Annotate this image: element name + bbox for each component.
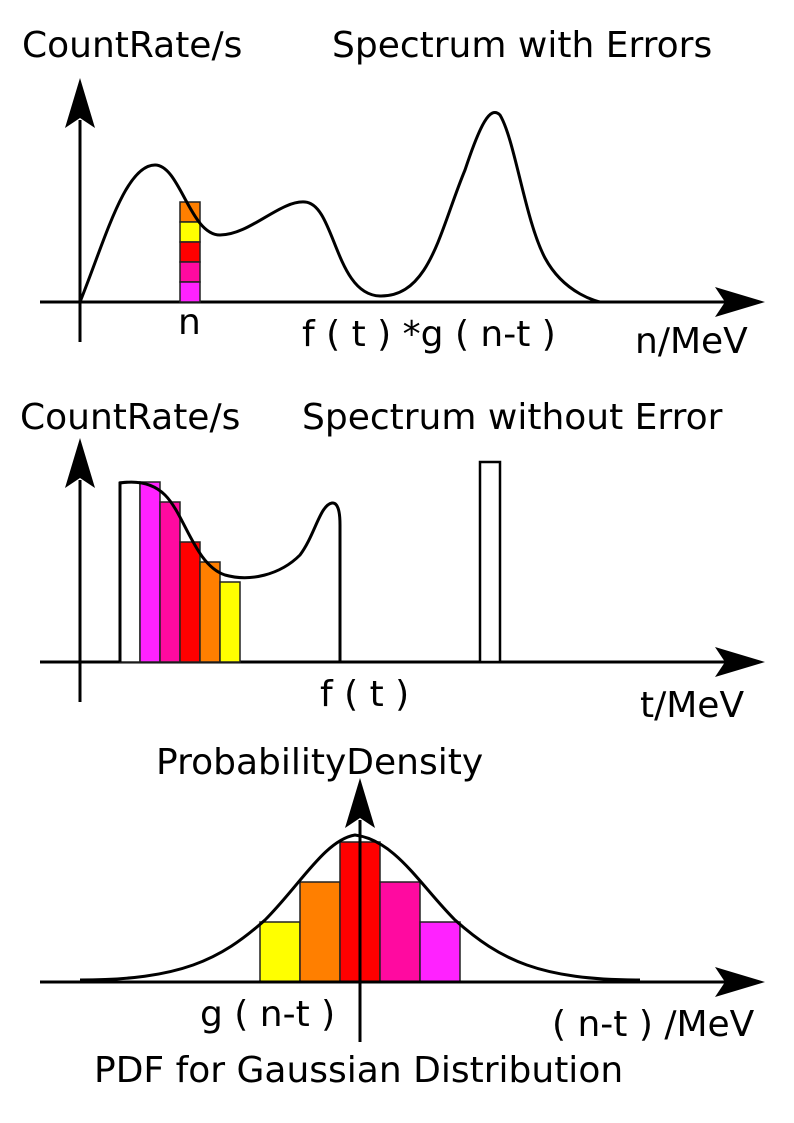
top-y-axis-label: CountRate/s [22, 25, 242, 66]
bottom-y-axis-arrow [345, 778, 375, 828]
middle-continuum-curve [118, 480, 342, 662]
top-y-axis-arrow [65, 78, 95, 128]
top-bin-magenta [179, 281, 201, 303]
panel-spectrum-with-errors: CountRate/s Spectrum with Errors n f ( t… [22, 25, 765, 362]
panel-gaussian-pdf: ProbabilityDensity g ( n-t ) ( n-t ) /Me… [40, 742, 765, 1091]
bottom-y-axis-label: ProbabilityDensity [156, 742, 483, 783]
bottom-bar-orange [299, 881, 341, 983]
middle-bar-white [119, 481, 141, 663]
middle-x-axis-label: t/MeV [640, 685, 744, 726]
top-x-axis-arrow [715, 287, 765, 317]
middle-y-axis-arrow [65, 438, 95, 488]
middle-x-axis-arrow [715, 647, 765, 677]
bottom-bar-pink [379, 881, 421, 983]
middle-bar-red [179, 541, 201, 663]
bottom-gaussian-curve [79, 833, 641, 982]
middle-bar-magenta [139, 481, 161, 663]
middle-histogram [119, 481, 241, 663]
panel-spectrum-without-error: CountRate/s Spectrum without Error f ( t… [20, 397, 765, 726]
middle-y-axis-label: CountRate/s [20, 397, 240, 438]
bottom-bar-magenta [419, 921, 461, 983]
bottom-bar-yellow [259, 921, 301, 983]
middle-bar-yellow [219, 581, 241, 663]
bottom-formula: g ( n-t ) [200, 994, 335, 1035]
bottom-histogram [259, 841, 461, 983]
bottom-x-axis-label: ( n-t ) /MeV [552, 1004, 755, 1045]
top-formula: f ( t ) *g ( n-t ) [302, 314, 556, 355]
top-bin-label: n [178, 302, 201, 343]
top-bin-red [179, 241, 201, 263]
bottom-x-axis-arrow [715, 967, 765, 997]
top-bin-pink [179, 261, 201, 283]
top-bin-yellow [179, 221, 201, 243]
top-title: Spectrum with Errors [332, 25, 712, 66]
middle-bar-pink [159, 501, 181, 663]
bottom-caption: PDF for Gaussian Distribution [94, 1050, 623, 1091]
middle-formula: f ( t ) [320, 674, 409, 715]
top-spectrum-curve [78, 111, 601, 304]
middle-title: Spectrum without Error [302, 397, 723, 438]
middle-peak-line [478, 460, 502, 664]
top-x-axis-label: n/MeV [635, 321, 748, 362]
middle-bar-orange [199, 561, 221, 663]
